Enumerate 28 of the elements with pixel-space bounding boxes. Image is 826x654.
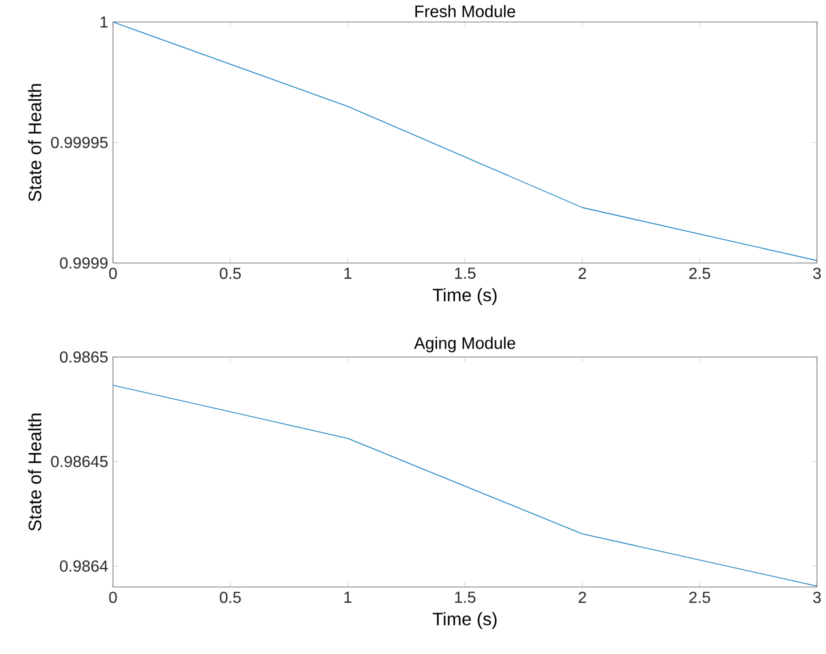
- y-tick-label: 0.9864: [60, 560, 108, 572]
- x-axis-title: Time (s): [432, 612, 497, 629]
- x-tick-label: 2.5: [689, 592, 710, 604]
- y-tick-label: 0.9999: [60, 257, 108, 269]
- line-series: [113, 22, 817, 261]
- y-tick-label: 0.9865: [60, 351, 108, 363]
- y-tick-label: 0.99995: [51, 136, 108, 148]
- x-tick-label: 3: [813, 592, 821, 604]
- x-axis-title: Time (s): [432, 288, 497, 305]
- y-tick-label: 0.98645: [51, 456, 108, 468]
- x-tick-label: 2: [578, 592, 586, 603]
- x-tick-label: 2: [578, 268, 586, 279]
- x-tick-label: 1: [344, 592, 352, 603]
- y-tick-label: 1: [100, 16, 108, 28]
- y-axis-title: State of Health: [28, 84, 42, 202]
- line-series: [113, 384, 817, 587]
- chart-title: Fresh Module: [415, 5, 516, 18]
- chart-title: Aging Module: [414, 336, 516, 352]
- x-tick-label: 0.5: [220, 268, 241, 280]
- x-tick-label: 0: [109, 268, 117, 280]
- y-axis-title: State of Health: [28, 414, 42, 531]
- x-tick-label: 1.5: [455, 592, 476, 603]
- x-tick-label: 1: [344, 268, 352, 279]
- x-tick-label: 3: [813, 268, 821, 280]
- x-tick-label: 1.5: [455, 268, 476, 279]
- x-tick-label: 0: [109, 592, 117, 604]
- x-tick-label: 2.5: [689, 268, 710, 280]
- x-tick-label: 0.5: [220, 592, 241, 604]
